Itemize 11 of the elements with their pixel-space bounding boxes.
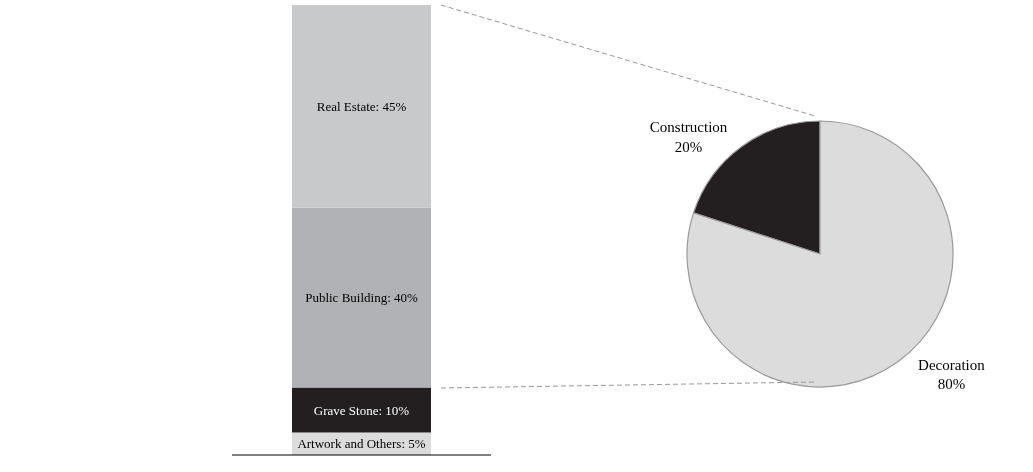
data-label: Artwork and Others: 5% — [297, 436, 426, 452]
bar — [292, 387, 431, 433]
slice-label: Decoration — [918, 356, 986, 373]
data-label: Public Building: 40% — [305, 290, 419, 305]
data-label: Grave Stone: 10% — [313, 402, 410, 418]
bar — [292, 5, 431, 208]
data-label: 80% — [937, 376, 966, 393]
data-label: 20% — [674, 138, 703, 155]
data-label: Real Estate: 45% — [316, 98, 407, 114]
bar — [292, 207, 431, 388]
slice-label: Construction — [649, 119, 728, 136]
